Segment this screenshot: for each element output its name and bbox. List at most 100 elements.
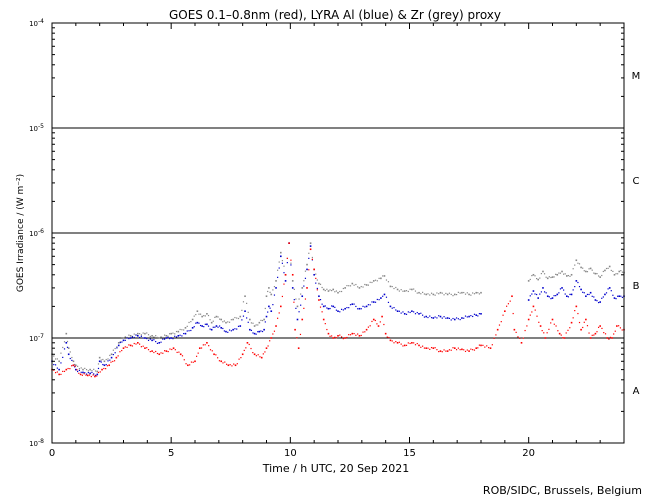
data-sample bbox=[500, 321, 502, 323]
data-sample bbox=[357, 286, 359, 288]
data-sample bbox=[604, 333, 607, 335]
data-sample bbox=[146, 332, 148, 334]
y-tick-label: 10-4 bbox=[29, 18, 44, 28]
data-sample bbox=[160, 336, 162, 338]
data-sample bbox=[335, 337, 338, 339]
x-tick-label: 5 bbox=[168, 448, 174, 459]
data-sample bbox=[69, 357, 71, 360]
data-point bbox=[358, 307, 361, 310]
data-sample bbox=[466, 349, 468, 351]
data-sample bbox=[308, 252, 310, 254]
data-sample bbox=[53, 369, 55, 371]
data-point bbox=[225, 321, 227, 324]
data-sample bbox=[246, 302, 248, 304]
data-sample bbox=[188, 321, 190, 324]
data-sample bbox=[188, 330, 190, 332]
data-point bbox=[309, 242, 312, 244]
data-point bbox=[580, 328, 582, 331]
data-sample bbox=[319, 306, 322, 308]
data-sample bbox=[340, 290, 343, 293]
data-sample bbox=[267, 345, 269, 347]
data-sample bbox=[329, 307, 331, 310]
data-sample bbox=[597, 326, 600, 328]
data-sample bbox=[128, 337, 130, 340]
data-sample bbox=[66, 340, 69, 343]
data-sample bbox=[315, 277, 317, 280]
data-sample bbox=[128, 334, 130, 336]
data-point bbox=[489, 347, 492, 349]
data-sample bbox=[230, 330, 232, 332]
data-point bbox=[201, 315, 203, 318]
data-point bbox=[253, 325, 256, 327]
data-sample bbox=[183, 329, 185, 331]
data-point bbox=[291, 273, 294, 276]
data-sample bbox=[278, 267, 280, 269]
data-sample bbox=[315, 273, 317, 275]
data-point bbox=[191, 327, 194, 329]
data-sample bbox=[283, 272, 285, 274]
data-sample bbox=[559, 288, 562, 290]
data-sample bbox=[211, 350, 213, 352]
data-sample bbox=[219, 318, 221, 320]
data-point bbox=[184, 332, 187, 335]
data-sample bbox=[149, 335, 151, 338]
data-sample bbox=[538, 321, 540, 323]
data-sample bbox=[362, 286, 364, 288]
data-point bbox=[380, 277, 382, 280]
data-sample bbox=[429, 294, 431, 296]
data-point bbox=[213, 353, 215, 356]
data-sample bbox=[348, 307, 350, 309]
data-sample bbox=[242, 315, 245, 317]
data-sample bbox=[167, 335, 169, 337]
data-sample bbox=[204, 315, 206, 317]
data-sample bbox=[364, 306, 366, 308]
data-point bbox=[599, 276, 601, 278]
data-sample bbox=[237, 317, 240, 320]
data-point bbox=[446, 293, 449, 296]
data-sample bbox=[441, 351, 443, 353]
data-sample bbox=[121, 341, 123, 343]
data-point bbox=[110, 353, 113, 356]
data-sample bbox=[324, 323, 326, 325]
data-sample bbox=[438, 315, 440, 317]
data-sample bbox=[119, 341, 121, 343]
data-sample bbox=[156, 342, 159, 344]
data-point bbox=[275, 325, 277, 327]
data-sample bbox=[466, 292, 468, 294]
data-sample bbox=[374, 301, 377, 303]
data-point bbox=[537, 297, 539, 299]
data-sample bbox=[214, 316, 216, 318]
data-point bbox=[542, 270, 544, 273]
data-point bbox=[313, 273, 315, 276]
data-sample bbox=[463, 317, 465, 319]
data-point bbox=[318, 282, 320, 285]
data-sample bbox=[209, 349, 212, 351]
data-point bbox=[301, 318, 304, 321]
data-sample bbox=[238, 358, 240, 360]
data-point bbox=[551, 297, 554, 299]
data-sample bbox=[311, 256, 313, 259]
data-point bbox=[453, 293, 456, 296]
data-point bbox=[117, 344, 120, 347]
data-sample bbox=[610, 290, 612, 292]
data-point bbox=[65, 342, 68, 344]
data-point bbox=[322, 288, 325, 291]
credit-text: ROB/SIDC, Brussels, Belgium bbox=[483, 484, 642, 497]
data-point bbox=[468, 350, 470, 352]
data-sample bbox=[478, 313, 481, 315]
data-point bbox=[383, 275, 386, 277]
data-sample bbox=[478, 293, 481, 295]
data-sample bbox=[230, 319, 232, 321]
data-sample bbox=[374, 319, 376, 322]
data-sample bbox=[602, 270, 604, 273]
data-sample bbox=[90, 375, 92, 378]
data-sample bbox=[300, 304, 302, 306]
data-sample bbox=[577, 281, 579, 284]
data-point bbox=[558, 332, 561, 335]
data-point bbox=[580, 266, 582, 269]
data-sample bbox=[290, 259, 292, 261]
data-sample bbox=[290, 264, 292, 266]
data-point bbox=[546, 277, 549, 280]
data-point bbox=[389, 339, 392, 342]
data-sample bbox=[429, 348, 431, 350]
